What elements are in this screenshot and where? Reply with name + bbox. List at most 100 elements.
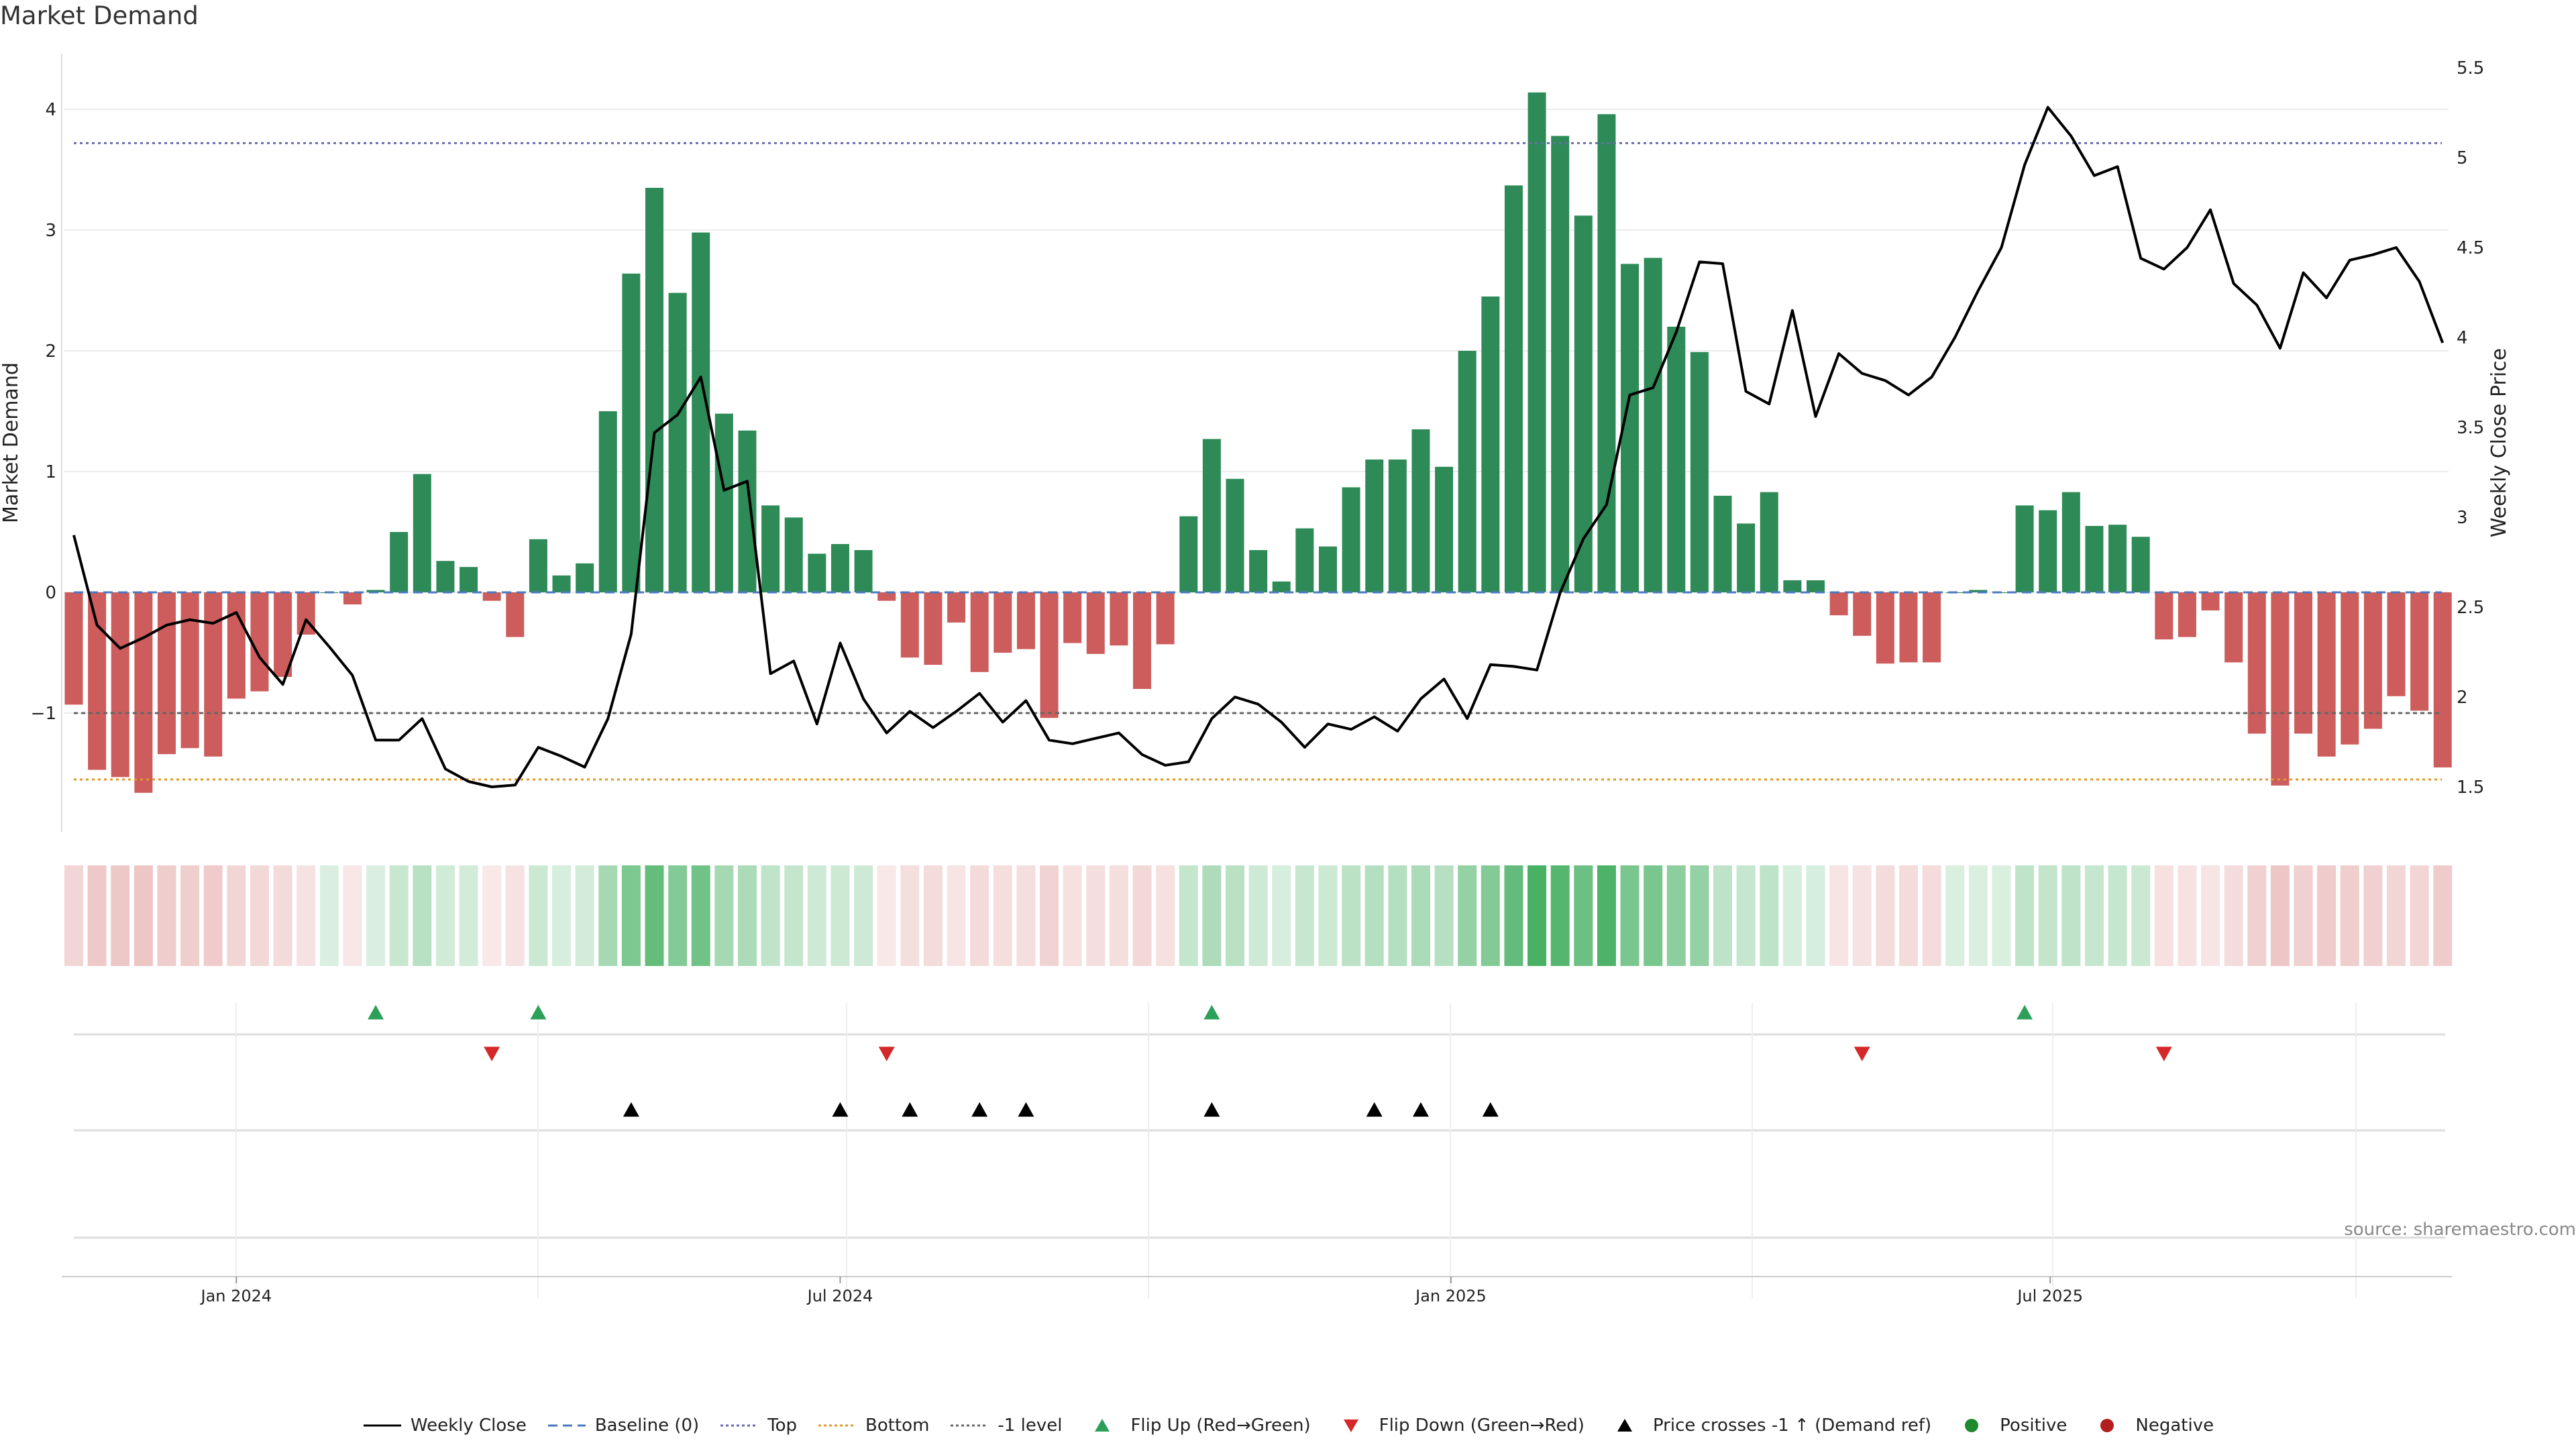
demand-heat-cell (505, 865, 525, 966)
demand-heat-cell (2387, 865, 2406, 966)
demand-bar (622, 273, 641, 592)
demand-bar (250, 592, 269, 692)
demand-bar (366, 590, 385, 592)
demand-heat-cell (482, 865, 502, 966)
demand-heat-cell (203, 865, 223, 966)
demand-bar (2131, 537, 2150, 592)
legend-swatch (363, 1424, 401, 1427)
demand-heat-cell (366, 865, 386, 966)
demand-bar (1388, 460, 1407, 592)
demand-bar (1318, 546, 1337, 592)
demand-bar (2224, 592, 2243, 663)
demand-bar (1969, 590, 1988, 592)
demand-heat-cell (2247, 865, 2267, 966)
demand-heat-cell (645, 865, 664, 966)
demand-bar (1458, 351, 1477, 592)
y2-tick-label: 5 (2457, 148, 2468, 168)
demand-bar (784, 517, 803, 592)
y-tick-label: 4 (45, 100, 56, 120)
demand-bar (134, 592, 153, 793)
legend-swatch (1095, 1419, 1110, 1432)
demand-bar (274, 592, 292, 677)
demand-heat-cell (1318, 865, 1338, 966)
chart-legend: Weekly Close Baseline (0) Top Bottom -1 leve… (0, 1415, 2576, 1436)
price-cross-marker (1366, 1102, 1383, 1117)
demand-heat-cell (1690, 865, 1709, 966)
legend-label: Bottom (865, 1415, 930, 1436)
demand-heat-cell (923, 865, 943, 966)
demand-heat-cell (1272, 865, 1291, 966)
flip-up-marker (368, 1005, 384, 1020)
demand-bar (1853, 592, 1872, 636)
demand-heat-cell (413, 865, 432, 966)
legend-swatch (720, 1424, 759, 1427)
price-cross-marker (1203, 1102, 1220, 1117)
demand-bar (830, 544, 849, 592)
demand-heat-cell (1713, 865, 1733, 966)
price-cross-marker (1018, 1102, 1034, 1117)
y-tick-label: 3 (45, 221, 56, 241)
demand-bar (2317, 592, 2336, 757)
demand-bar (204, 592, 223, 757)
demand-heat-cell (1574, 865, 1593, 966)
demand-bar (947, 592, 966, 623)
y-tick-label: 0 (45, 583, 56, 603)
legend-swatch (951, 1424, 989, 1427)
demand-bar (2178, 592, 2196, 637)
demand-heat-cell (737, 865, 757, 966)
demand-heat-cell (2131, 865, 2151, 966)
demand-bar (482, 592, 501, 601)
demand-bar (598, 411, 617, 592)
price-cross-marker (902, 1102, 918, 1117)
demand-bar (1063, 592, 1082, 643)
legend-label: Top (767, 1415, 798, 1436)
demand-bar (2363, 592, 2382, 729)
demand-heat-cell (900, 865, 920, 966)
demand-bar (1667, 327, 1686, 592)
demand-heat-cell (1040, 865, 1059, 966)
demand-bar (1133, 592, 1152, 689)
demand-bar (1574, 215, 1593, 592)
demand-bar (1923, 592, 1941, 663)
demand-bar (1342, 487, 1360, 592)
demand-heat-cell (854, 865, 873, 966)
demand-bar (1644, 258, 1662, 592)
demand-heat-cell (2038, 865, 2057, 966)
demand-heat-cell (2061, 865, 2081, 966)
flip-up-marker (1203, 1005, 1220, 1020)
demand-bar (2341, 592, 2359, 745)
y2-tick-label: 5.5 (2457, 58, 2484, 78)
demand-heat-cell (435, 865, 455, 966)
demand-heat-cell (598, 865, 618, 966)
demand-heat-cell (1898, 865, 1918, 966)
demand-bar (2155, 592, 2174, 640)
demand-heat-cell (1016, 865, 1036, 966)
demand-heat-cell (1063, 865, 1082, 966)
demand-bar (1411, 429, 1430, 592)
demand-heat-cell (389, 865, 409, 966)
legend-item: Flip Down (Green→Red) (1331, 1415, 1585, 1436)
demand-heat-cell (2108, 865, 2127, 966)
demand-heat-cell (1829, 865, 1849, 966)
demand-bar (460, 567, 478, 592)
y2-tick-label: 2 (2457, 688, 2468, 708)
legend-label: Positive (2000, 1415, 2068, 1436)
y2-tick-label: 1.5 (2457, 777, 2484, 798)
legend-swatch (1965, 1419, 1979, 1432)
y2-tick-label: 2.5 (2457, 598, 2484, 618)
demand-heat-cell (1342, 865, 1361, 966)
demand-bar (436, 561, 455, 592)
price-cross-marker (1482, 1102, 1499, 1117)
demand-heat-cell (807, 865, 826, 966)
demand-bar (1876, 592, 1894, 664)
demand-bar (668, 292, 687, 592)
y-tick-label: −1 (31, 704, 56, 724)
demand-heat-cell (2363, 865, 2383, 966)
demand-bar (1202, 439, 1221, 592)
demand-heat-cell (1364, 865, 1384, 966)
demand-bar (2085, 526, 2104, 592)
demand-heat-cell (1504, 865, 1523, 966)
demand-bar (1690, 352, 1709, 592)
demand-bar (180, 592, 199, 749)
demand-heat-cell (1086, 865, 1106, 966)
